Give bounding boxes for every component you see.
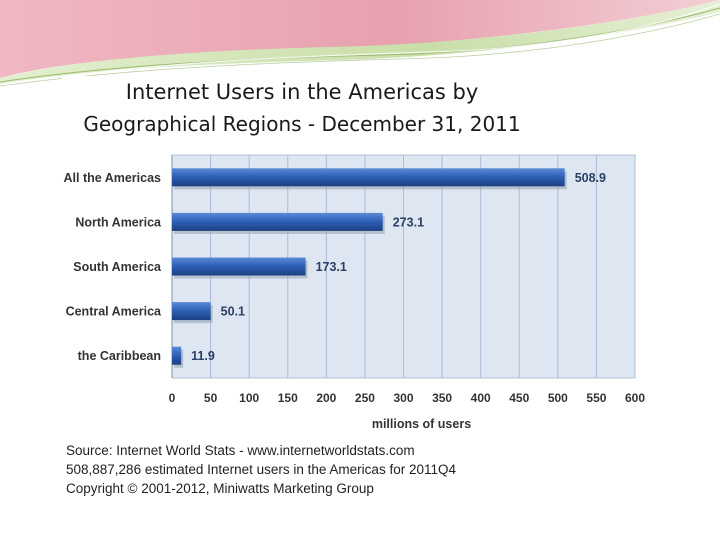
- x-tick-label-550: 550: [586, 391, 606, 405]
- estimate-note: 508,887,286 estimated Internet users in …: [66, 462, 456, 477]
- x-tick-label-50: 50: [204, 391, 218, 405]
- copyright-note: Copyright © 2001-2012, Miniwatts Marketi…: [66, 481, 374, 496]
- category-label-0: All the Americas: [64, 171, 162, 185]
- x-tick-label-500: 500: [548, 391, 568, 405]
- x-tick-label-100: 100: [239, 391, 259, 405]
- bar-all-the-americas: [172, 168, 565, 187]
- bar-central-america: [172, 302, 211, 321]
- bar-the-caribbean: [172, 346, 182, 365]
- x-tick-label-0: 0: [169, 391, 176, 405]
- x-tick-label-150: 150: [278, 391, 298, 405]
- category-label-4: the Caribbean: [78, 349, 161, 363]
- category-label-3: Central America: [66, 305, 162, 319]
- x-tick-label-300: 300: [393, 391, 413, 405]
- chart-title: Internet Users in the Americas by: [125, 80, 479, 104]
- bar-north-america: [172, 212, 383, 231]
- data-label-2: 173.1: [316, 260, 347, 274]
- category-label-2: South America: [73, 260, 162, 274]
- chart-subtitle: Geographical Regions - December 31, 2011: [83, 112, 521, 136]
- x-tick-label-350: 350: [432, 391, 452, 405]
- source-note: Source: Internet World Stats - www.inter…: [66, 443, 415, 458]
- data-label-0: 508.9: [575, 171, 606, 185]
- header-decoration: [0, 0, 720, 87]
- category-label-1: North America: [75, 215, 162, 229]
- x-tick-label-450: 450: [509, 391, 529, 405]
- x-axis-title: millions of users: [372, 417, 471, 431]
- x-tick-label-200: 200: [316, 391, 336, 405]
- data-label-3: 50.1: [221, 305, 245, 319]
- x-tick-label-600: 600: [625, 391, 645, 405]
- x-tick-label-250: 250: [355, 391, 375, 405]
- data-label-1: 273.1: [393, 215, 424, 229]
- x-tick-label-400: 400: [471, 391, 491, 405]
- data-label-4: 11.9: [191, 349, 215, 363]
- bar-south-america: [172, 257, 306, 276]
